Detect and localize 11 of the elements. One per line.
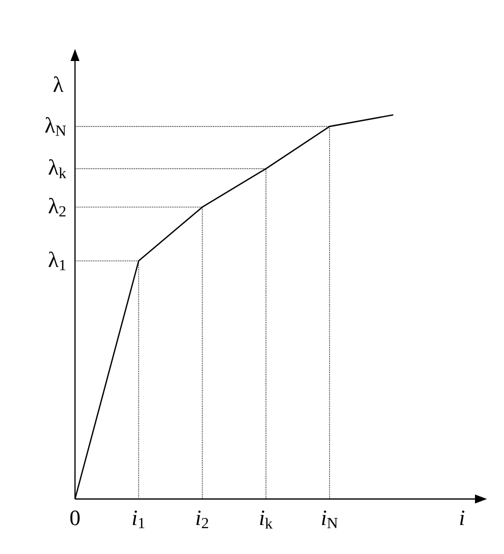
x-tick-label: i$_{1}$ xyxy=(132,510,144,528)
y-axis-title: λ xyxy=(53,76,64,92)
x-tick-label: i$_{N}$ xyxy=(322,510,338,528)
ref-line-label: λ$_{1}$ xyxy=(48,252,66,270)
ref-line-label: λ$_{2}$ xyxy=(48,198,66,216)
ref-line-label: λ$_{k}$ xyxy=(48,159,66,178)
x-tick-label: i$_{k}$ xyxy=(260,510,273,529)
x-axis-title: i xyxy=(460,510,464,525)
ref-line-label: λ$_{N}$ xyxy=(45,117,66,136)
x-tick-label: 0 xyxy=(70,510,80,526)
x-tick-label: i$_{2}$ xyxy=(196,510,208,528)
